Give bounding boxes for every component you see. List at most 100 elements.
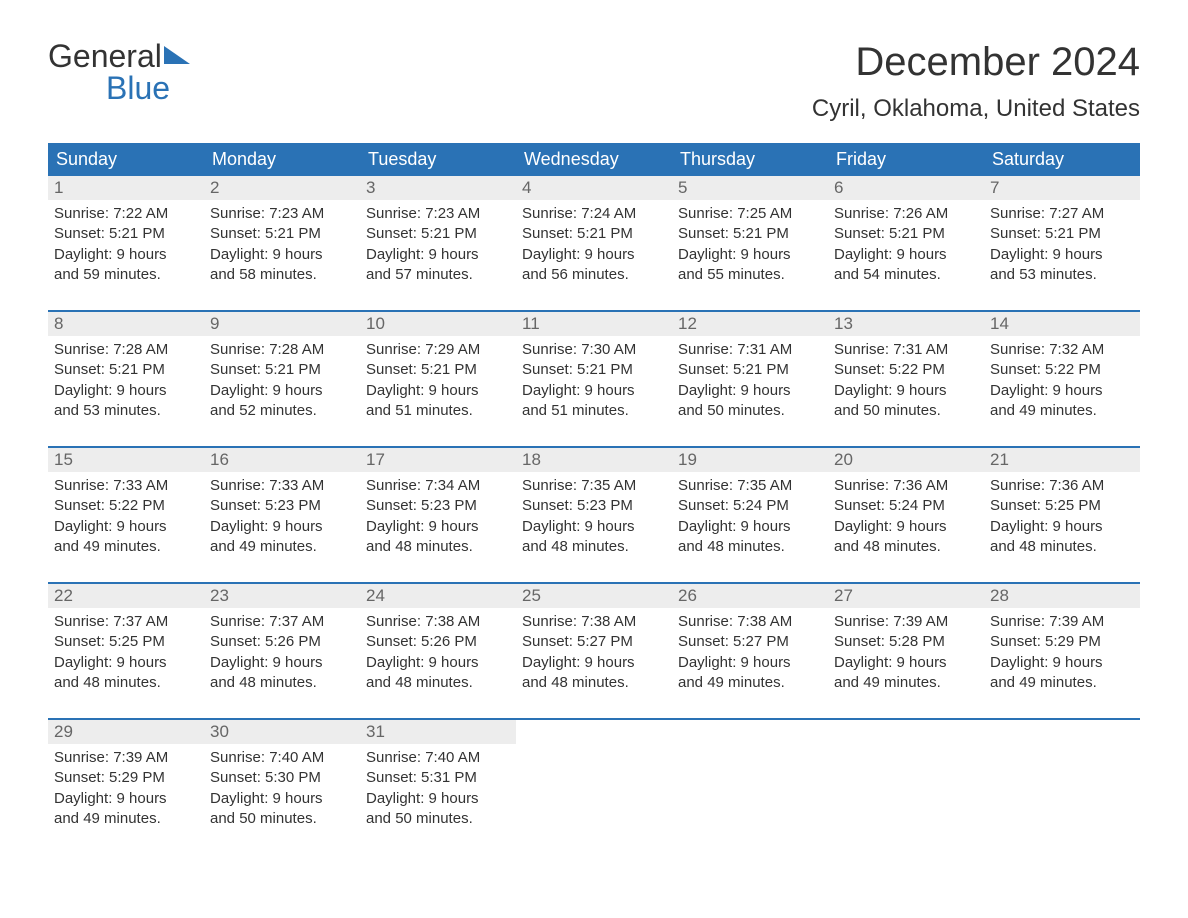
daylight-line: Daylight: 9 hours bbox=[522, 517, 666, 537]
day-number: 11 bbox=[516, 312, 672, 336]
day-number: 24 bbox=[360, 584, 516, 608]
sunset-line: Sunset: 5:21 PM bbox=[366, 360, 510, 380]
day-number: 26 bbox=[672, 584, 828, 608]
sunset-line: Sunset: 5:24 PM bbox=[678, 496, 822, 516]
day-body: Sunrise: 7:39 AMSunset: 5:29 PMDaylight:… bbox=[984, 608, 1140, 699]
sunrise-line: Sunrise: 7:23 AM bbox=[366, 204, 510, 224]
day-cell: 12Sunrise: 7:31 AMSunset: 5:21 PMDayligh… bbox=[672, 312, 828, 432]
daylight-line: Daylight: 9 hours bbox=[834, 653, 978, 673]
sunrise-line: Sunrise: 7:39 AM bbox=[990, 612, 1134, 632]
col-saturday: Saturday bbox=[984, 143, 1140, 176]
sunset-line: Sunset: 5:23 PM bbox=[366, 496, 510, 516]
day-number: 12 bbox=[672, 312, 828, 336]
day-number: 22 bbox=[48, 584, 204, 608]
daylight-line: and 50 minutes. bbox=[210, 809, 354, 829]
daylight-line: Daylight: 9 hours bbox=[210, 381, 354, 401]
daylight-line: and 49 minutes. bbox=[834, 673, 978, 693]
day-body: Sunrise: 7:37 AMSunset: 5:26 PMDaylight:… bbox=[204, 608, 360, 699]
day-number: 31 bbox=[360, 720, 516, 744]
day-number: 19 bbox=[672, 448, 828, 472]
sunrise-line: Sunrise: 7:27 AM bbox=[990, 204, 1134, 224]
daylight-line: Daylight: 9 hours bbox=[210, 517, 354, 537]
daylight-line: and 50 minutes. bbox=[834, 401, 978, 421]
day-number: 8 bbox=[48, 312, 204, 336]
sunrise-line: Sunrise: 7:34 AM bbox=[366, 476, 510, 496]
day-body: Sunrise: 7:23 AMSunset: 5:21 PMDaylight:… bbox=[204, 200, 360, 291]
sunset-line: Sunset: 5:22 PM bbox=[834, 360, 978, 380]
sunset-line: Sunset: 5:24 PM bbox=[834, 496, 978, 516]
daylight-line: and 54 minutes. bbox=[834, 265, 978, 285]
daylight-line: and 48 minutes. bbox=[366, 673, 510, 693]
day-cell: 14Sunrise: 7:32 AMSunset: 5:22 PMDayligh… bbox=[984, 312, 1140, 432]
day-number: 14 bbox=[984, 312, 1140, 336]
col-monday: Monday bbox=[204, 143, 360, 176]
day-body: Sunrise: 7:39 AMSunset: 5:28 PMDaylight:… bbox=[828, 608, 984, 699]
day-body: Sunrise: 7:33 AMSunset: 5:22 PMDaylight:… bbox=[48, 472, 204, 563]
daylight-line: and 52 minutes. bbox=[210, 401, 354, 421]
daylight-line: and 59 minutes. bbox=[54, 265, 198, 285]
day-body: Sunrise: 7:33 AMSunset: 5:23 PMDaylight:… bbox=[204, 472, 360, 563]
day-cell bbox=[828, 720, 984, 840]
day-number: 1 bbox=[48, 176, 204, 200]
day-cell: 19Sunrise: 7:35 AMSunset: 5:24 PMDayligh… bbox=[672, 448, 828, 568]
daylight-line: and 48 minutes. bbox=[54, 673, 198, 693]
daylight-line: Daylight: 9 hours bbox=[990, 653, 1134, 673]
sunset-line: Sunset: 5:21 PM bbox=[678, 360, 822, 380]
daylight-line: Daylight: 9 hours bbox=[54, 381, 198, 401]
sunset-line: Sunset: 5:25 PM bbox=[54, 632, 198, 652]
day-body: Sunrise: 7:28 AMSunset: 5:21 PMDaylight:… bbox=[48, 336, 204, 427]
daylight-line: and 48 minutes. bbox=[366, 537, 510, 557]
sunrise-line: Sunrise: 7:30 AM bbox=[522, 340, 666, 360]
title-block: December 2024 Cyril, Oklahoma, United St… bbox=[812, 40, 1140, 123]
sunset-line: Sunset: 5:22 PM bbox=[54, 496, 198, 516]
sunrise-line: Sunrise: 7:22 AM bbox=[54, 204, 198, 224]
daylight-line: and 50 minutes. bbox=[366, 809, 510, 829]
day-cell: 23Sunrise: 7:37 AMSunset: 5:26 PMDayligh… bbox=[204, 584, 360, 704]
daylight-line: Daylight: 9 hours bbox=[366, 381, 510, 401]
week-row: 8Sunrise: 7:28 AMSunset: 5:21 PMDaylight… bbox=[48, 310, 1140, 432]
day-cell: 11Sunrise: 7:30 AMSunset: 5:21 PMDayligh… bbox=[516, 312, 672, 432]
sunset-line: Sunset: 5:21 PM bbox=[522, 360, 666, 380]
sunrise-line: Sunrise: 7:40 AM bbox=[366, 748, 510, 768]
day-body: Sunrise: 7:31 AMSunset: 5:21 PMDaylight:… bbox=[672, 336, 828, 427]
sunrise-line: Sunrise: 7:33 AM bbox=[54, 476, 198, 496]
sunrise-line: Sunrise: 7:38 AM bbox=[366, 612, 510, 632]
day-cell: 9Sunrise: 7:28 AMSunset: 5:21 PMDaylight… bbox=[204, 312, 360, 432]
day-cell: 10Sunrise: 7:29 AMSunset: 5:21 PMDayligh… bbox=[360, 312, 516, 432]
day-number: 13 bbox=[828, 312, 984, 336]
sunset-line: Sunset: 5:26 PM bbox=[366, 632, 510, 652]
col-thursday: Thursday bbox=[672, 143, 828, 176]
day-body: Sunrise: 7:30 AMSunset: 5:21 PMDaylight:… bbox=[516, 336, 672, 427]
daylight-line: Daylight: 9 hours bbox=[834, 381, 978, 401]
sunrise-line: Sunrise: 7:35 AM bbox=[678, 476, 822, 496]
sunrise-line: Sunrise: 7:38 AM bbox=[522, 612, 666, 632]
sunrise-line: Sunrise: 7:37 AM bbox=[54, 612, 198, 632]
daylight-line: and 48 minutes. bbox=[990, 537, 1134, 557]
day-body: Sunrise: 7:22 AMSunset: 5:21 PMDaylight:… bbox=[48, 200, 204, 291]
sunrise-line: Sunrise: 7:25 AM bbox=[678, 204, 822, 224]
col-sunday: Sunday bbox=[48, 143, 204, 176]
sunset-line: Sunset: 5:22 PM bbox=[990, 360, 1134, 380]
daylight-line: Daylight: 9 hours bbox=[366, 517, 510, 537]
day-body: Sunrise: 7:29 AMSunset: 5:21 PMDaylight:… bbox=[360, 336, 516, 427]
sunrise-line: Sunrise: 7:28 AM bbox=[210, 340, 354, 360]
day-cell bbox=[672, 720, 828, 840]
week-row: 15Sunrise: 7:33 AMSunset: 5:22 PMDayligh… bbox=[48, 446, 1140, 568]
day-body: Sunrise: 7:28 AMSunset: 5:21 PMDaylight:… bbox=[204, 336, 360, 427]
day-cell: 3Sunrise: 7:23 AMSunset: 5:21 PMDaylight… bbox=[360, 176, 516, 296]
col-friday: Friday bbox=[828, 143, 984, 176]
sunset-line: Sunset: 5:21 PM bbox=[990, 224, 1134, 244]
day-cell: 27Sunrise: 7:39 AMSunset: 5:28 PMDayligh… bbox=[828, 584, 984, 704]
sunset-line: Sunset: 5:21 PM bbox=[366, 224, 510, 244]
daylight-line: and 49 minutes. bbox=[678, 673, 822, 693]
sunrise-line: Sunrise: 7:29 AM bbox=[366, 340, 510, 360]
day-body: Sunrise: 7:26 AMSunset: 5:21 PMDaylight:… bbox=[828, 200, 984, 291]
sunset-line: Sunset: 5:29 PM bbox=[990, 632, 1134, 652]
daylight-line: Daylight: 9 hours bbox=[834, 517, 978, 537]
sunset-line: Sunset: 5:23 PM bbox=[522, 496, 666, 516]
day-number: 23 bbox=[204, 584, 360, 608]
daylight-line: Daylight: 9 hours bbox=[990, 381, 1134, 401]
day-cell: 18Sunrise: 7:35 AMSunset: 5:23 PMDayligh… bbox=[516, 448, 672, 568]
day-cell: 8Sunrise: 7:28 AMSunset: 5:21 PMDaylight… bbox=[48, 312, 204, 432]
daylight-line: and 57 minutes. bbox=[366, 265, 510, 285]
